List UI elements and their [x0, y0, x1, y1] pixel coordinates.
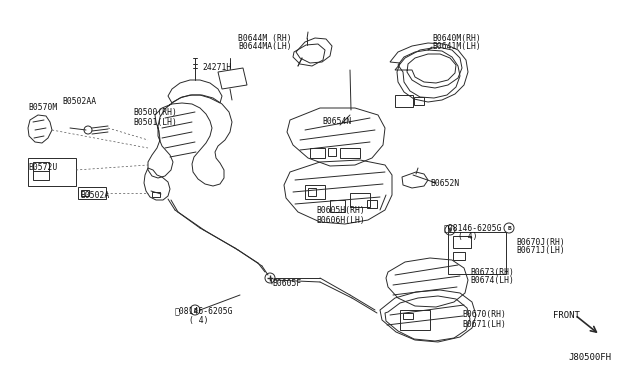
- Text: B0502A: B0502A: [80, 192, 109, 201]
- Text: Ⓑ08146-6205G: Ⓑ08146-6205G: [444, 224, 502, 232]
- Text: B: B: [448, 228, 452, 232]
- Bar: [367, 200, 377, 208]
- Text: B0605F: B0605F: [272, 279, 301, 289]
- Bar: [81, 190, 89, 196]
- Text: B0644M (RH): B0644M (RH): [238, 33, 292, 42]
- Bar: [350, 193, 370, 207]
- Text: B: B: [193, 308, 197, 312]
- Text: B0501(LH): B0501(LH): [133, 118, 177, 126]
- Bar: [28, 158, 76, 186]
- Bar: [453, 252, 465, 260]
- Bar: [395, 95, 413, 107]
- Bar: [340, 148, 360, 158]
- Text: B0673(RH): B0673(RH): [470, 267, 514, 276]
- Text: FRONT: FRONT: [553, 311, 580, 321]
- Bar: [403, 313, 413, 319]
- Text: B0641M(LH): B0641M(LH): [432, 42, 481, 51]
- Bar: [305, 185, 325, 199]
- Text: 24271H: 24271H: [202, 64, 231, 73]
- Text: Ⓑ08146-6205G: Ⓑ08146-6205G: [175, 307, 234, 315]
- Bar: [328, 148, 336, 156]
- Bar: [330, 200, 345, 212]
- Bar: [33, 162, 49, 180]
- Text: B0652N: B0652N: [430, 179, 460, 187]
- Text: B0671(LH): B0671(LH): [462, 320, 506, 328]
- Bar: [78, 187, 106, 199]
- Bar: [453, 236, 471, 248]
- Text: B: B: [507, 225, 511, 231]
- Bar: [308, 188, 316, 196]
- Bar: [448, 232, 506, 274]
- Text: B0670(RH): B0670(RH): [462, 311, 506, 320]
- Text: B0572U: B0572U: [28, 163, 57, 171]
- Text: ( 4): ( 4): [458, 232, 477, 241]
- Text: B0500(RH): B0500(RH): [133, 109, 177, 118]
- Bar: [152, 192, 160, 197]
- Text: B0674(LH): B0674(LH): [470, 276, 514, 285]
- Text: B0605H(RH): B0605H(RH): [316, 206, 365, 215]
- Text: ( 4): ( 4): [189, 315, 209, 324]
- Text: B0606H(LH): B0606H(LH): [316, 215, 365, 224]
- Text: B0644MA(LH): B0644MA(LH): [238, 42, 292, 51]
- Text: B0671J(LH): B0671J(LH): [516, 247, 564, 256]
- Text: B0670J(RH): B0670J(RH): [516, 237, 564, 247]
- Text: J80500FH: J80500FH: [568, 353, 611, 362]
- Text: B0502AA: B0502AA: [62, 97, 96, 106]
- Text: B0570M: B0570M: [28, 103, 57, 112]
- Text: B0654N: B0654N: [322, 118, 351, 126]
- Bar: [414, 97, 424, 105]
- Bar: [400, 310, 430, 330]
- Text: B0640M(RH): B0640M(RH): [432, 33, 481, 42]
- Bar: [310, 148, 325, 158]
